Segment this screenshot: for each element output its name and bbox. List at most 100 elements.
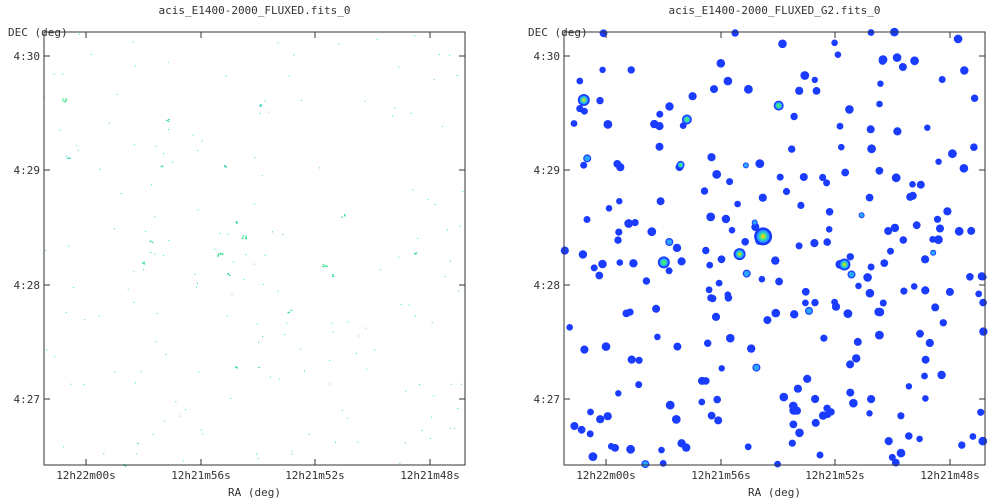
event-dot — [182, 460, 184, 462]
source-blob — [970, 94, 979, 102]
source-blob — [723, 76, 733, 86]
event-dot — [282, 234, 284, 235]
source-blob — [603, 412, 612, 421]
y-tick-label: 4:28 — [534, 279, 561, 292]
event-dot — [243, 279, 245, 281]
event-cluster — [325, 264, 328, 267]
source-blob — [586, 430, 594, 438]
source-blob — [587, 408, 594, 416]
source-blob — [811, 298, 819, 307]
event-dot — [150, 252, 152, 253]
source-blob — [831, 298, 838, 306]
event-dot — [392, 115, 394, 117]
source-blob — [605, 205, 613, 212]
source-blob — [578, 250, 588, 259]
event-dot — [225, 75, 227, 77]
source-blob — [880, 259, 889, 267]
event-dot — [259, 112, 261, 114]
event-dot — [253, 203, 255, 205]
source-blob — [910, 283, 918, 290]
event-dot — [168, 240, 170, 242]
event-dot — [256, 323, 258, 325]
event-dot — [155, 145, 157, 147]
event-dot — [421, 430, 423, 431]
event-cluster — [326, 265, 329, 268]
event-dot — [291, 450, 293, 452]
source-blob — [721, 214, 731, 224]
sky-image-plot[interactable]: 12h22m00s 12h21m56s 12h21m52s 12h21m48s 4:30… — [520, 0, 1000, 504]
event-cluster — [143, 263, 146, 265]
event-cluster — [322, 266, 325, 268]
event-dot — [331, 322, 333, 324]
event-dot — [76, 145, 78, 147]
event-dot — [376, 38, 378, 40]
event-cluster — [168, 118, 170, 121]
event-cluster — [235, 366, 237, 368]
source-blob — [707, 153, 716, 162]
event-dot — [304, 370, 305, 372]
event-dot — [136, 442, 138, 444]
event-dot — [163, 153, 164, 155]
source-blob — [874, 307, 883, 317]
source-blob — [801, 287, 810, 296]
source-blob — [841, 168, 850, 177]
event-dot — [164, 420, 166, 422]
source-blob — [672, 243, 682, 253]
event-dot — [154, 216, 156, 218]
event-cluster — [66, 157, 69, 159]
source-blob — [790, 112, 798, 121]
event-dot — [431, 322, 433, 324]
event-cluster — [61, 98, 64, 100]
event-dot — [185, 409, 186, 411]
source-blob — [825, 226, 833, 233]
source-blob — [803, 374, 812, 383]
event-dot — [99, 168, 101, 170]
event-cluster — [62, 100, 64, 102]
source-blob — [758, 193, 767, 202]
event-dot — [308, 433, 310, 435]
event-dot — [346, 417, 348, 419]
source-blob — [852, 354, 861, 363]
source-blob — [616, 198, 623, 205]
event-dot — [253, 263, 255, 265]
source-blob — [677, 257, 686, 266]
source-blob — [654, 333, 661, 341]
source-blob — [945, 287, 954, 296]
source-blob — [823, 238, 831, 246]
event-cluster — [219, 252, 222, 254]
source-blob — [938, 76, 946, 83]
event-cluster — [332, 275, 334, 277]
source-blob — [782, 187, 791, 196]
source-blob — [774, 460, 781, 468]
event-dot — [364, 100, 366, 102]
panel-title: acis_E1400-2000_FLUXED_G2.fits_0 — [668, 4, 881, 17]
event-cluster — [344, 215, 346, 217]
source-blob — [846, 253, 854, 261]
source-blob — [665, 102, 674, 111]
source-blob — [713, 395, 721, 404]
source-blob — [715, 279, 723, 287]
event-dot — [286, 322, 288, 324]
source-blob — [960, 66, 969, 75]
event-dot — [53, 73, 55, 75]
event-dot — [288, 75, 290, 77]
source-blob — [724, 291, 732, 299]
source-blob — [707, 411, 716, 420]
event-cluster — [221, 253, 224, 255]
x-tick-label: 12h21m48s — [920, 469, 980, 482]
source-blob — [626, 444, 635, 454]
event-dot — [167, 61, 169, 63]
event-cluster — [68, 157, 71, 159]
source-blob — [718, 365, 725, 372]
bright-source-core — [743, 270, 750, 277]
event-dot — [347, 321, 349, 323]
plot-frame — [43, 31, 466, 466]
event-dot — [65, 155, 67, 157]
source-blob — [566, 324, 573, 331]
sky-image-plot[interactable]: 12h22m00s 12h21m56s 12h21m52s 12h21m48s 4:30… — [0, 0, 480, 504]
source-blob — [776, 173, 784, 181]
event-cluster — [322, 263, 325, 266]
bright-source-peak — [582, 98, 586, 102]
source-blob — [836, 122, 844, 130]
event-dot — [429, 438, 431, 439]
